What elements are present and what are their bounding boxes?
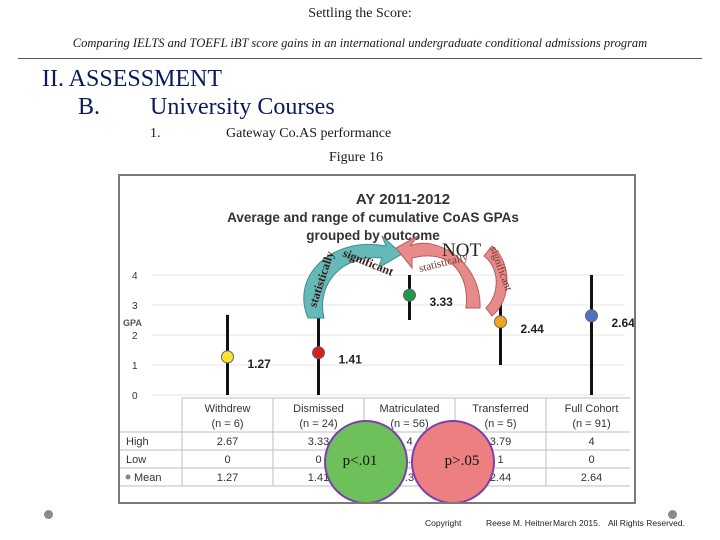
table-cell: 4 bbox=[406, 436, 412, 448]
category-name-0: Withdrew bbox=[205, 403, 251, 415]
slide-title: Settling the Score: bbox=[308, 6, 412, 21]
table-cell: 3.79 bbox=[490, 436, 511, 448]
table-cell: 1.41 bbox=[308, 472, 329, 484]
slide-bullet-left bbox=[44, 510, 53, 519]
not-significant-circle bbox=[411, 420, 495, 502]
mean-label-3: 2.44 bbox=[521, 322, 545, 336]
not-label: NOT bbox=[442, 240, 481, 261]
section-heading: II. ASSESSMENT bbox=[42, 66, 223, 92]
mean-label-2: 3.33 bbox=[430, 295, 454, 309]
mean-marker-3 bbox=[494, 315, 507, 329]
category-name-1: Dismissed bbox=[293, 403, 344, 415]
slide-bullet-right bbox=[668, 510, 677, 519]
mean-label-4: 2.64 bbox=[612, 316, 635, 330]
y-axis-label: GPA bbox=[123, 318, 142, 328]
table-row-label-1: Low bbox=[126, 454, 146, 466]
category-name-3: Transferred bbox=[472, 403, 528, 415]
footer-date: March 2015. bbox=[553, 518, 601, 528]
table-row-label-0: High bbox=[126, 436, 149, 448]
slide-subtitle: Comparing IELTS and TOEFL iBT score gain… bbox=[72, 36, 648, 50]
significant-arrow bbox=[303, 235, 403, 319]
title-divider bbox=[18, 58, 702, 59]
subsection-heading: University Courses bbox=[150, 94, 335, 120]
p-not-significant-label: p>.05 bbox=[445, 453, 480, 469]
category-n-4: (n = 91) bbox=[572, 418, 610, 430]
not-significant-arrow-right bbox=[483, 245, 508, 317]
y-tick-label: 4 bbox=[132, 271, 138, 282]
mean-marker-2 bbox=[403, 288, 416, 302]
mean-marker-0 bbox=[221, 350, 234, 364]
category-n-3: (n = 5) bbox=[484, 418, 516, 430]
gpa-chart: AY 2011-2012 Average and range of cumulat… bbox=[120, 191, 635, 502]
mean-label-1: 1.41 bbox=[339, 353, 363, 367]
table-cell: 3.33 bbox=[308, 436, 329, 448]
table-cell: 1 bbox=[497, 454, 503, 466]
figure-caption: Figure 16 bbox=[328, 150, 384, 165]
not-significant-arrow-left bbox=[395, 235, 481, 309]
mean-marker-4 bbox=[585, 309, 598, 323]
mean-marker-1 bbox=[312, 346, 325, 360]
category-n-1: (n = 24) bbox=[299, 418, 337, 430]
category-n-2: (n = 56) bbox=[390, 418, 428, 430]
not-significant-word-2: significant bbox=[487, 245, 514, 293]
footer-rights: All Rights Reserved. bbox=[608, 518, 686, 528]
footer-copyright: Copyright bbox=[425, 518, 462, 528]
category-name-2: Matriculated bbox=[380, 403, 440, 415]
mean-legend-marker bbox=[125, 474, 131, 480]
chart-frame: AY 2011-2012 Average and range of cumulat… bbox=[118, 174, 636, 504]
table-cell: 4 bbox=[588, 436, 594, 448]
chart-title-line2: Average and range of cumulative CoAS GPA… bbox=[227, 210, 519, 225]
chart-title-line3: grouped by outcome bbox=[306, 228, 440, 243]
table-cell: 0 bbox=[315, 454, 321, 466]
table-cell: 0 bbox=[224, 454, 230, 466]
table-cell: 2.44 bbox=[490, 472, 511, 484]
y-tick-label: 2 bbox=[132, 331, 138, 342]
p-significant-label: p<.01 bbox=[343, 453, 378, 469]
mean-label-0: 1.27 bbox=[248, 357, 272, 371]
subsection-letter: B. bbox=[78, 94, 101, 120]
y-tick-label: 1 bbox=[132, 361, 138, 372]
category-n-0: (n = 6) bbox=[211, 418, 243, 430]
chart-title-line1: AY 2011-2012 bbox=[356, 191, 450, 208]
item-text: Gateway Co.AS performance bbox=[226, 126, 392, 141]
footer-author: Reese M. Heitner bbox=[486, 518, 553, 528]
table-cell: 1.27 bbox=[217, 472, 238, 484]
table-cell: 2.64 bbox=[581, 472, 602, 484]
significant-circle bbox=[324, 420, 408, 502]
table-cell: 0 bbox=[588, 454, 594, 466]
y-tick-label: 3 bbox=[132, 301, 138, 312]
category-name-4: Full Cohort bbox=[565, 403, 619, 415]
item-number: 1. bbox=[150, 126, 161, 141]
y-tick-label: 0 bbox=[132, 391, 138, 402]
table-row-label-2: Mean bbox=[134, 472, 162, 484]
table-cell: 2.67 bbox=[217, 436, 238, 448]
